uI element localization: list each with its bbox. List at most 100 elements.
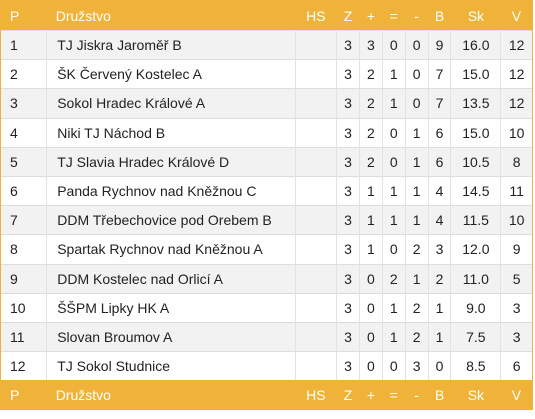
footer-losses: -	[414, 386, 419, 403]
cell-team[interactable]: DDM Třebechovice pod Orebem B	[46, 205, 296, 235]
col-header-position[interactable]: P	[10, 7, 20, 24]
table-row: 5 TJ Slavia Hradec Králové D 3 2 0 1 6 10.5 8	[1, 146, 532, 177]
table-row: 11 Slovan Broumov A 3 0 1 2 1 7.5 3	[1, 321, 532, 352]
cell-hs	[295, 263, 338, 294]
table-row: 2 ŠK Červený Kostelec A 3 2 1 0 7 15.0 12	[1, 59, 532, 89]
cell-team[interactable]: DDM Kostelec nad Orlicí A	[46, 263, 296, 294]
cell-hs	[295, 321, 338, 352]
col-header-losses[interactable]: -	[414, 7, 419, 24]
cell-z: 3	[336, 351, 360, 381]
cell-draws: 1	[382, 321, 406, 352]
footer-points: B	[434, 386, 445, 403]
cell-points: 7	[428, 88, 452, 119]
cell-position: 3	[1, 88, 48, 119]
col-header-z[interactable]: Z	[343, 7, 353, 24]
cell-team[interactable]: Sokol Hradec Králové A	[46, 88, 296, 119]
footer-team: Družstvo	[55, 386, 111, 403]
cell-points: 3	[428, 234, 452, 264]
table-body: 1 TJ Jiskra Jaroměř B 3 3 0 0 9 16.0 12 2 ŠK Červe…	[1, 29, 532, 381]
col-header-team[interactable]: Družstvo	[55, 7, 111, 24]
table-row: 12 TJ Sokol Studnice 3 0 0 3 0 8.5 6	[1, 351, 532, 381]
cell-sk: 13.5	[450, 88, 502, 119]
cell-team[interactable]: TJ Slavia Hradec Králové D	[46, 146, 296, 177]
cell-losses: 3	[405, 351, 429, 381]
footer-sk: Sk	[467, 386, 485, 403]
cell-position: 6	[1, 175, 48, 206]
cell-position: 4	[1, 117, 48, 148]
cell-hs	[295, 292, 338, 323]
cell-points: 1	[428, 321, 452, 352]
cell-z: 3	[336, 234, 360, 264]
col-header-wins[interactable]: +	[366, 7, 375, 24]
cell-team[interactable]: ŠŠPM Lipky HK A	[46, 292, 296, 323]
cell-z: 3	[336, 59, 360, 89]
cell-losses: 2	[405, 321, 429, 352]
cell-losses: 1	[405, 263, 429, 294]
cell-z: 3	[336, 146, 360, 177]
cell-draws: 1	[382, 59, 406, 89]
cell-wins: 0	[359, 351, 383, 381]
col-header-points[interactable]: B	[434, 7, 445, 24]
cell-draws: 0	[382, 146, 406, 177]
cell-position: 7	[1, 205, 48, 235]
cell-hs	[295, 175, 338, 206]
table-row: 4 Niki TJ Náchod B 3 2 0 1 6 15.0 10	[1, 117, 532, 148]
cell-team[interactable]: Niki TJ Náchod B	[46, 117, 296, 148]
table-row: 10 ŠŠPM Lipky HK A 3 0 1 2 1 9.0 3	[1, 292, 532, 323]
cell-wins: 0	[359, 321, 383, 352]
cell-points: 2	[428, 263, 452, 294]
cell-draws: 0	[382, 234, 406, 264]
cell-sk: 10.5	[450, 146, 502, 177]
cell-team[interactable]: Spartak Rychnov nad Kněžnou A	[46, 234, 296, 264]
footer-draws: =	[389, 386, 398, 403]
cell-sk: 15.0	[450, 117, 502, 148]
cell-sk: 15.0	[450, 59, 502, 89]
cell-team[interactable]: TJ Jiskra Jaroměř B	[46, 29, 296, 60]
cell-hs	[295, 29, 338, 60]
cell-wins: 1	[359, 234, 383, 264]
cell-team[interactable]: ŠK Červený Kostelec A	[46, 59, 296, 89]
col-header-v[interactable]: V	[511, 7, 522, 24]
cell-z: 3	[336, 321, 360, 352]
cell-z: 3	[336, 205, 360, 235]
footer-z: Z	[343, 386, 353, 403]
cell-hs	[295, 234, 338, 264]
cell-team[interactable]: Slovan Broumov A	[46, 321, 296, 352]
cell-points: 7	[428, 59, 452, 89]
standings-table-container: P Družstvo HS Z + = - B Sk V 1 TJ Jiskra …	[0, 0, 533, 411]
cell-draws: 2	[382, 263, 406, 294]
cell-position: 10	[1, 292, 48, 323]
cell-v: 11	[500, 175, 532, 206]
cell-sk: 14.5	[450, 175, 502, 206]
col-header-sk[interactable]: Sk	[467, 7, 485, 24]
cell-losses: 2	[405, 234, 429, 264]
table-row: 8 Spartak Rychnov nad Kněžnou A 3 1 0 2 3 12.0 9	[1, 234, 532, 264]
cell-draws: 1	[382, 205, 406, 235]
cell-points: 9	[428, 29, 452, 60]
cell-position: 2	[1, 59, 48, 89]
cell-team[interactable]: Panda Rychnov nad Kněžnou C	[46, 175, 296, 206]
cell-v: 3	[500, 292, 532, 323]
cell-losses: 0	[405, 29, 429, 60]
cell-sk: 11.0	[450, 263, 502, 294]
cell-hs	[295, 351, 338, 381]
cell-wins: 3	[359, 29, 383, 60]
cell-points: 0	[428, 351, 452, 381]
cell-sk: 7.5	[450, 321, 502, 352]
cell-v: 5	[500, 263, 532, 294]
cell-sk: 16.0	[450, 29, 502, 60]
cell-position: 8	[1, 234, 48, 264]
cell-wins: 2	[359, 59, 383, 89]
cell-hs	[295, 59, 338, 89]
cell-points: 6	[428, 146, 452, 177]
cell-team[interactable]: TJ Sokol Studnice	[46, 351, 296, 381]
cell-wins: 0	[359, 263, 383, 294]
col-header-hs[interactable]: HS	[306, 7, 326, 24]
table-row: 7 DDM Třebechovice pod Orebem B 3 1 1 1 4 11.5 1…	[1, 205, 532, 235]
cell-losses: 2	[405, 292, 429, 323]
cell-wins: 2	[359, 146, 383, 177]
cell-v: 6	[500, 351, 532, 381]
cell-position: 1	[1, 29, 48, 60]
col-header-draws[interactable]: =	[389, 7, 398, 24]
cell-wins: 2	[359, 117, 383, 148]
